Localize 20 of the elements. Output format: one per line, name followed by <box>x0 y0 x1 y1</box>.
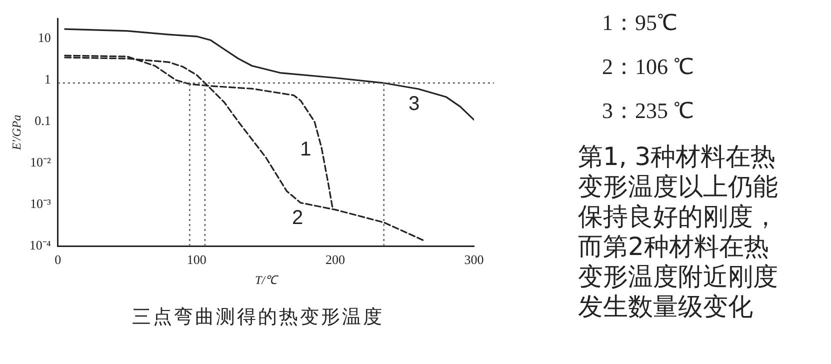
annotation: 3 <box>408 92 420 115</box>
text: 第1, 3种材料在热变形温度以上仍能保持良好的刚度，而第2种材料在热变形温度附近刚度发生数量级变化 <box>578 142 779 322</box>
x-axis-title: T/℃ <box>254 272 279 287</box>
annotation: 1 <box>300 138 312 161</box>
x-tick-label: 300 <box>464 252 484 268</box>
y-tick-label: 1 <box>44 71 51 86</box>
annotation: 2 <box>292 207 304 230</box>
text: 2：106 ℃ <box>602 53 694 81</box>
y-tick-label: 0.1 <box>34 112 51 128</box>
y-tick-label: 10⁻³ <box>30 196 52 211</box>
x-tick-label: 100 <box>186 252 206 268</box>
y-axis-title: E'/GPa <box>9 114 24 152</box>
y-tick-label: 10⁻² <box>30 154 52 170</box>
text: 三点弯曲测得的热变形温度 <box>131 305 385 330</box>
text: 3：235 ℃ <box>602 97 694 125</box>
x-tick-label: 0 <box>54 252 62 268</box>
y-tick-label: 10 <box>38 30 51 46</box>
x-tick-label: 200 <box>326 252 346 268</box>
y-tick-label: 10⁻⁴ <box>29 237 52 252</box>
text: 1：95℃ <box>602 9 678 37</box>
